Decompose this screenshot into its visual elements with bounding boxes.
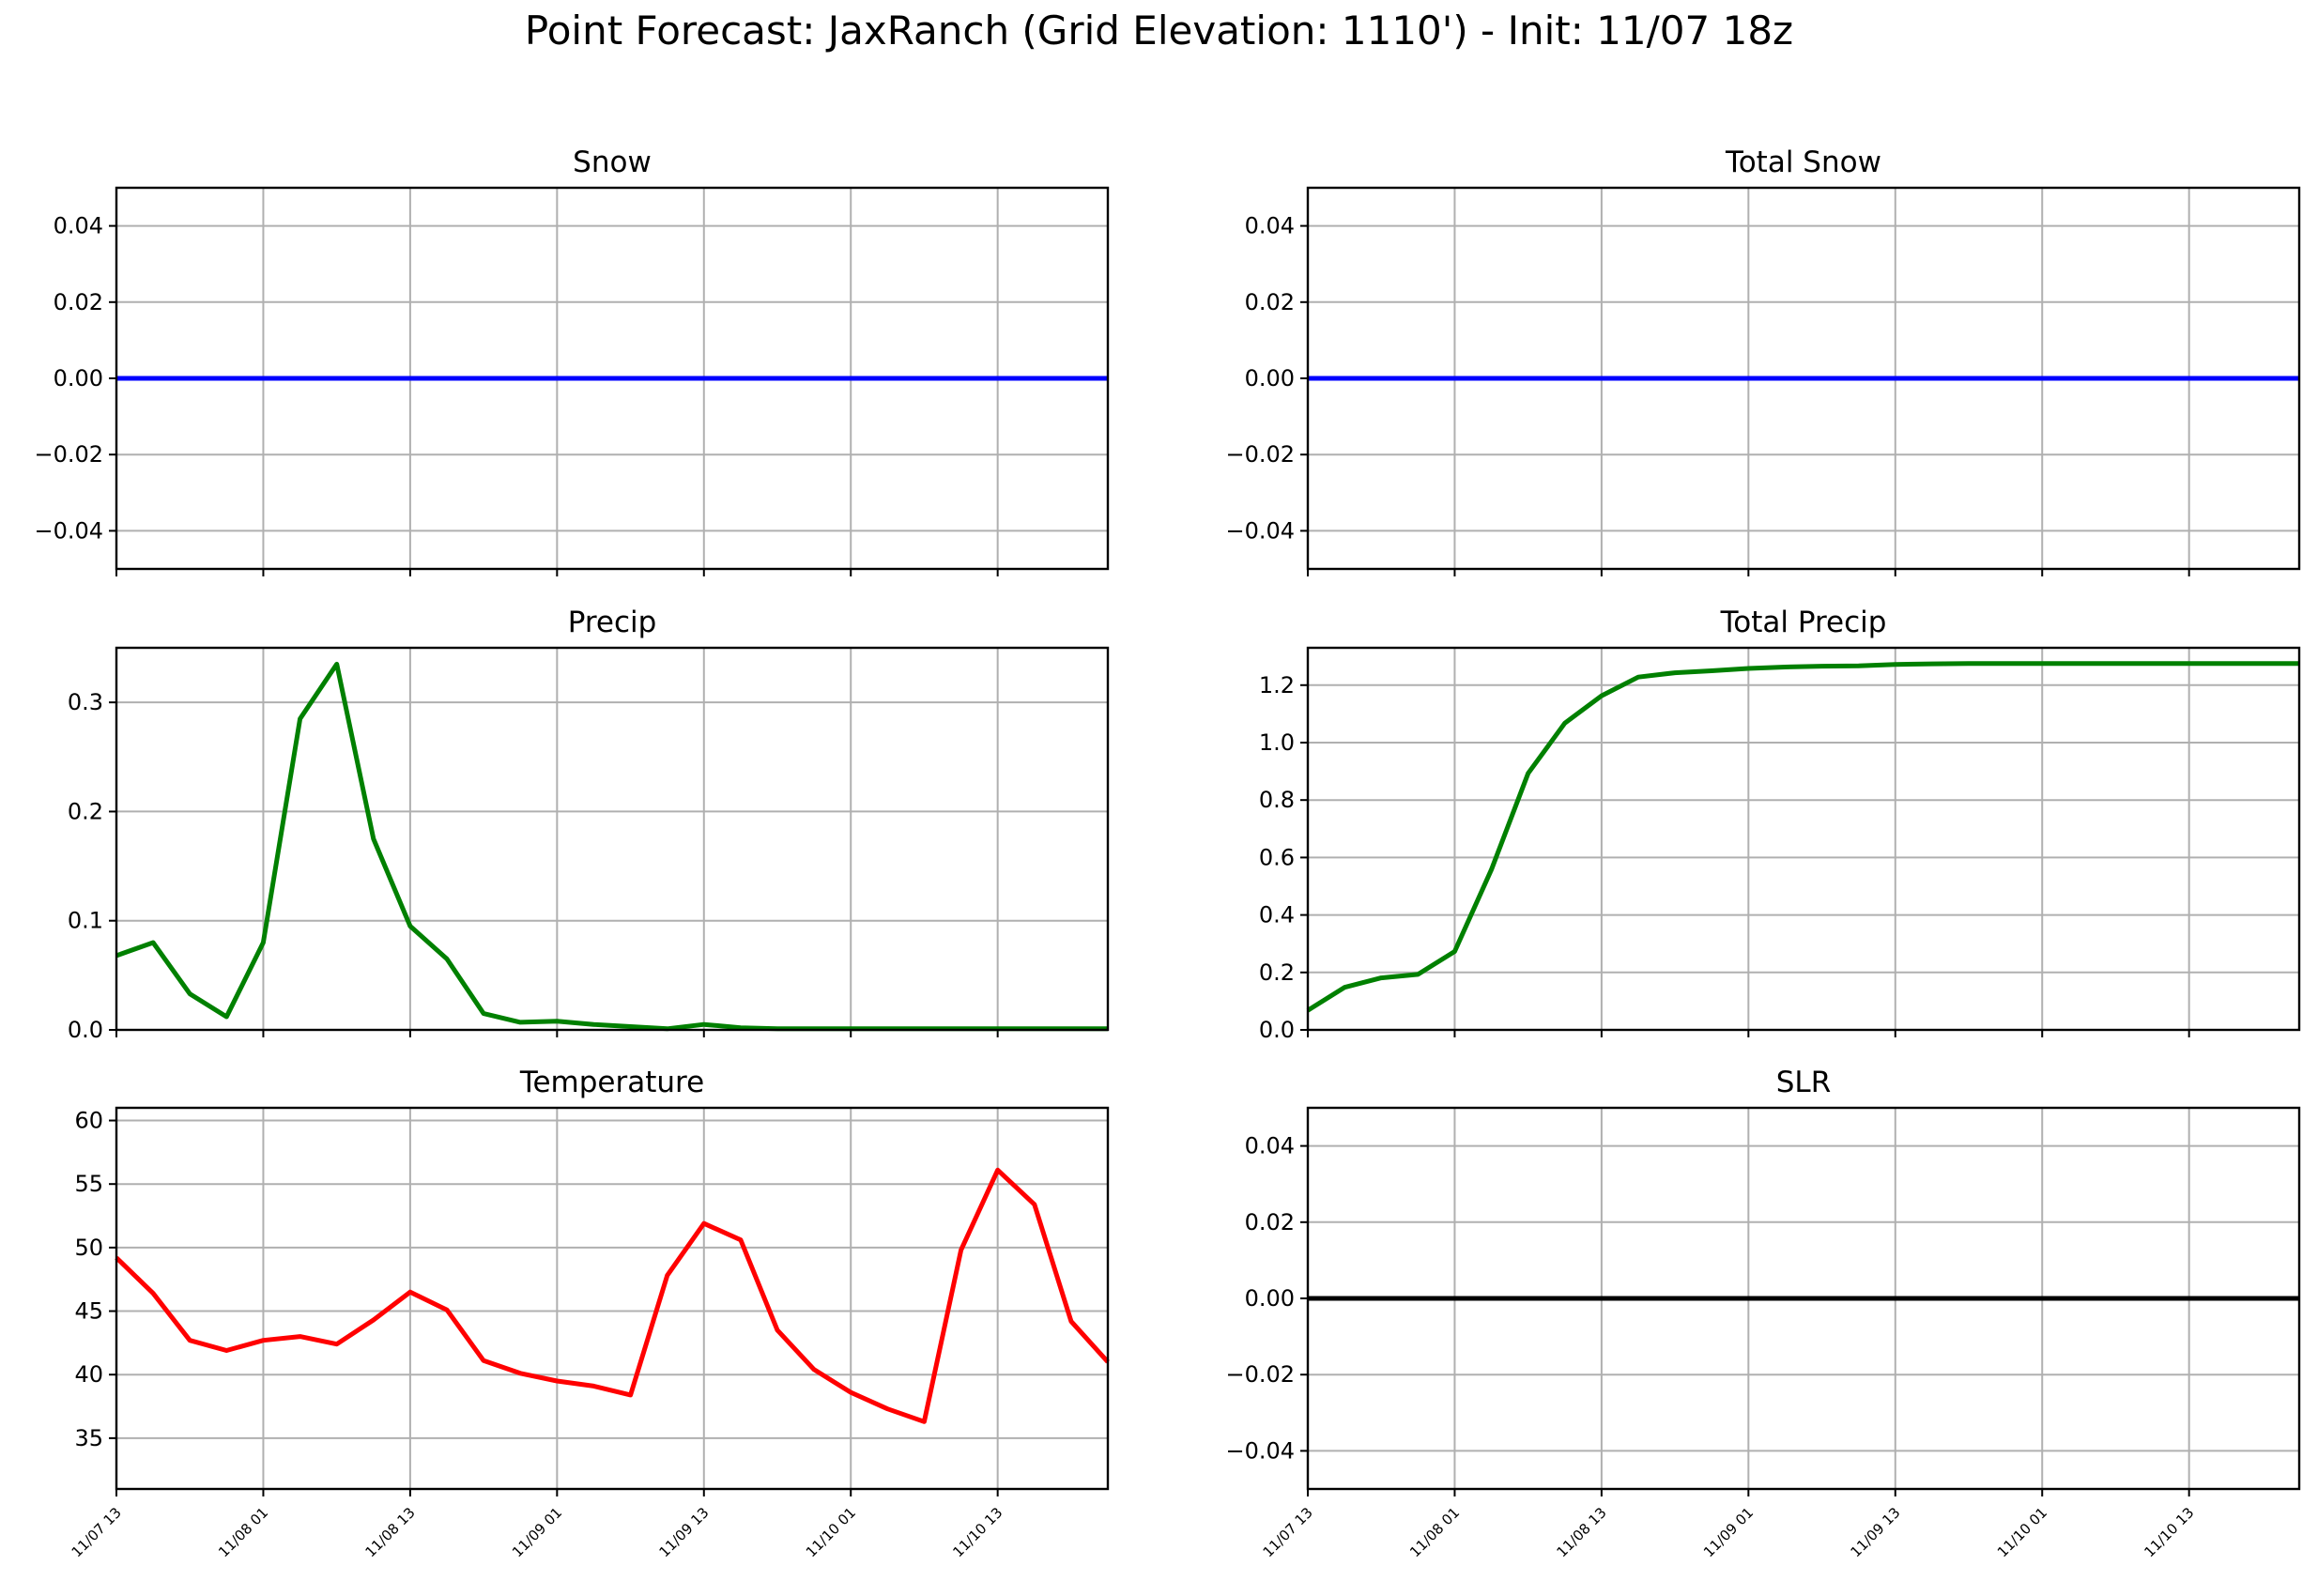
x-tick-label: 11/09 13 <box>655 1504 712 1560</box>
y-tick-label: −0.02 <box>1225 1361 1295 1388</box>
y-tick-label: 0.04 <box>1245 213 1295 239</box>
series-line-precip <box>115 661 1108 1032</box>
plot-frame-slr <box>1306 1106 2301 1491</box>
panel-precip: Precip 0.3 0.2 0.1 0.0 <box>68 606 1110 1043</box>
y-tick-label: 60 <box>74 1108 103 1134</box>
page-title: Point Forecast: JaxRanch (Grid Elevation… <box>524 8 1794 54</box>
y-tick-label: 0.04 <box>54 213 103 239</box>
y-tick-label: 0.00 <box>1245 365 1295 391</box>
x-tick-label: 11/07 13 <box>69 1504 125 1560</box>
x-tick-label: 11/08 13 <box>1554 1504 1610 1560</box>
x-tick-label: 11/09 13 <box>1847 1504 1903 1560</box>
x-tick-label: 11/09 01 <box>509 1504 565 1560</box>
y-tick-label: 0.3 <box>68 689 103 715</box>
y-tick-label: 0.8 <box>1259 787 1295 813</box>
y-tick-label: 35 <box>74 1425 103 1451</box>
plot-frame-total-snow <box>1306 186 2301 571</box>
panel-title-precip: Precip <box>568 606 657 639</box>
y-tick-label: 0.02 <box>54 289 103 315</box>
series-line-temperature <box>115 1167 1110 1424</box>
y-tick-label: 0.2 <box>1259 959 1295 986</box>
panel-slr: SLR 11/07 13 11/08 01 11/08 13 11/09 01 11/09… <box>1225 1066 2301 1560</box>
x-tick-label: 11/08 01 <box>215 1504 271 1560</box>
y-tick-label: −0.04 <box>34 517 103 544</box>
y-tick-label: −0.04 <box>1225 1437 1295 1464</box>
y-tick-label: −0.04 <box>1225 517 1295 544</box>
y-tick-label: −0.02 <box>1225 441 1295 468</box>
y-tick-label: 55 <box>74 1171 103 1197</box>
panel-title-temperature: Temperature <box>519 1066 704 1099</box>
plot-frame-snow <box>115 186 1110 571</box>
x-tick-label: 11/10 01 <box>803 1504 859 1560</box>
y-tick-label: 0.1 <box>68 908 103 934</box>
series-line-total-precip <box>1306 661 2299 1013</box>
panel-temperature: Temperature 11/07 13 11/08 01 11/08 13 11/09… <box>69 1066 1110 1560</box>
y-tick-label: 0.4 <box>1259 902 1295 928</box>
x-tick-label: 11/09 01 <box>1700 1504 1757 1560</box>
y-tick-label: 1.2 <box>1259 672 1295 698</box>
panel-total-precip: Total Precip 1.2 1.0 0.8 0.6 0.4 0.2 0.0 <box>1259 606 2301 1043</box>
x-tick-label: 11/10 13 <box>2141 1504 2197 1560</box>
y-tick-label: 0.2 <box>68 798 103 824</box>
y-tick-label: 0.02 <box>1245 1209 1295 1235</box>
y-tick-label: 0.0 <box>1259 1017 1295 1043</box>
y-tick-label: 0.0 <box>68 1017 103 1043</box>
panel-total-snow: Total Snow 0.04 0.02 0.00 −0.02 −0.04 <box>1225 146 2301 576</box>
x-tick-label: 11/08 01 <box>1406 1504 1463 1560</box>
plot-frame-precip <box>115 646 1110 1032</box>
x-tick-label: 11/07 13 <box>1260 1504 1316 1560</box>
y-tick-label: 0.04 <box>1245 1133 1295 1159</box>
panel-title-slr: SLR <box>1776 1066 1832 1099</box>
panel-snow: Snow 0.04 0.02 0.00 −0.02 −0.04 <box>34 146 1110 576</box>
panel-title-snow: Snow <box>573 146 652 179</box>
panel-title-total-snow: Total Snow <box>1725 146 1881 179</box>
y-tick-label: 0.02 <box>1245 289 1295 315</box>
y-tick-label: 1.0 <box>1259 729 1295 756</box>
y-tick-label: 0.00 <box>54 365 103 391</box>
panel-title-total-precip: Total Precip <box>1720 606 1887 639</box>
y-tick-label: −0.02 <box>34 441 103 468</box>
plot-frame-total-precip <box>1306 646 2301 1032</box>
y-tick-label: 45 <box>74 1298 103 1325</box>
x-tick-label: 11/10 01 <box>1994 1504 2050 1560</box>
y-tick-label: 40 <box>74 1361 103 1388</box>
y-tick-label: 0.00 <box>1245 1285 1295 1312</box>
y-tick-label: 0.6 <box>1259 844 1295 870</box>
y-tick-label: 50 <box>74 1235 103 1261</box>
plot-frame-temperature <box>115 1106 1110 1491</box>
x-tick-label: 11/08 13 <box>362 1504 419 1560</box>
x-tick-label: 11/10 13 <box>949 1504 1005 1560</box>
